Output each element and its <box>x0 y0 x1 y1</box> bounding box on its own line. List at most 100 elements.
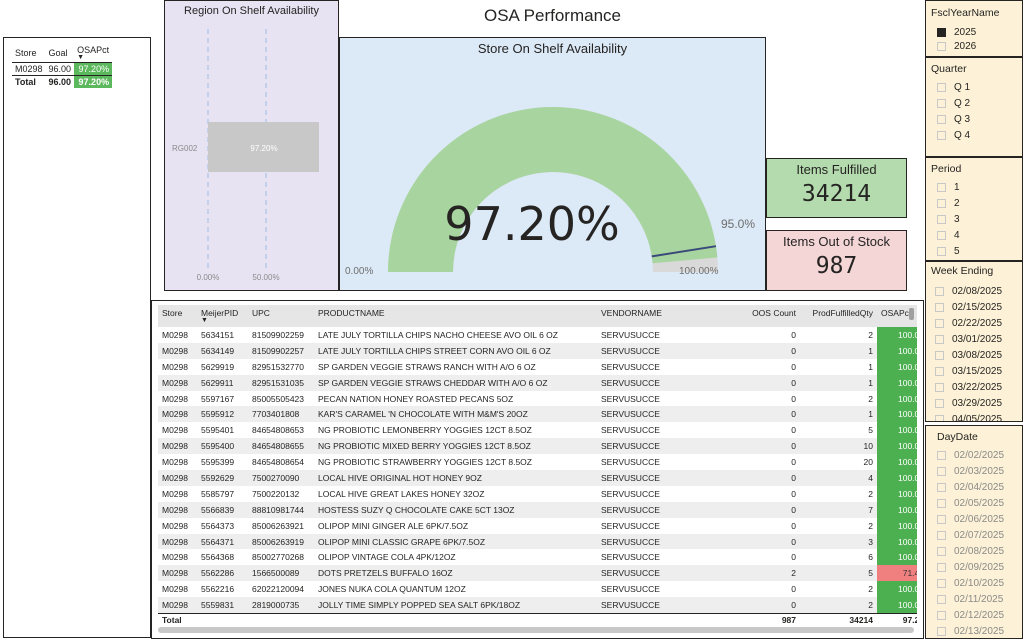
checkbox-icon[interactable] <box>935 302 944 312</box>
slicer-item[interactable]: 02/04/2025 <box>937 479 1004 495</box>
checkbox-icon[interactable] <box>937 230 946 240</box>
slicer-item-2026[interactable]: 2026 <box>937 38 976 54</box>
table-row[interactable]: M0298 5629911 82951531035 SP GARDEN VEGGIE … <box>158 374 917 391</box>
table-row[interactable]: M0298 5559831 2819000735 JOLLY TIME SIMPLY … <box>158 597 917 614</box>
checkbox-icon[interactable] <box>937 466 946 476</box>
slicer-item[interactable]: 02/08/2025 <box>937 543 1004 559</box>
slicer-item-2025[interactable]: 2025 <box>937 24 976 40</box>
vertical-scrollbar[interactable] <box>909 308 914 320</box>
slicer-item[interactable]: 02/03/2025 <box>937 463 1004 479</box>
table-row[interactable]: M0298 5597167 85005505423 PECAN NATION HONE… <box>158 390 917 407</box>
col-header-goal[interactable]: Goal <box>48 47 68 58</box>
table-row[interactable]: M0298 96.00 97.20% <box>12 62 113 75</box>
slicer-item[interactable]: Q 3 <box>937 111 970 127</box>
checkbox-icon[interactable] <box>935 398 944 408</box>
checkbox-icon[interactable] <box>937 246 946 256</box>
slicer-item[interactable]: 02/05/2025 <box>937 495 1004 511</box>
slicer-item[interactable]: Q 2 <box>937 95 970 111</box>
slicer-item[interactable]: 02/07/2025 <box>937 527 1004 543</box>
slicer-item[interactable]: 02/02/2025 <box>937 447 1004 463</box>
checkbox-icon[interactable] <box>937 182 946 192</box>
checkbox-icon[interactable] <box>935 318 944 328</box>
detail-table-viewport[interactable]: Store MeijerPID ▼ UPC PRODUCTNAME VENDORN… <box>158 305 917 633</box>
checkbox-icon[interactable] <box>937 578 946 588</box>
slicer-item[interactable]: 4 <box>937 227 960 243</box>
gauge-card[interactable]: Store On Shelf Availability 97.20% 0.00%… <box>339 37 766 291</box>
slicer-item[interactable]: 1 <box>937 179 960 195</box>
horizontal-scrollbar[interactable] <box>158 627 914 633</box>
checkbox-icon[interactable] <box>937 562 946 572</box>
checkbox-icon[interactable] <box>937 114 946 124</box>
table-row[interactable]: M0298 5595912 7703401808 KAR'S CARAMEL 'N C… <box>158 406 917 423</box>
col-header-prod-fulfilled-qty[interactable]: ProdFulfilledQty <box>800 305 877 327</box>
slicer-items[interactable]: 02/08/2025 02/15/2025 02/22/2025 03/01/2025… <box>935 283 1002 421</box>
checkbox-icon[interactable] <box>937 514 946 524</box>
table-row[interactable]: M0298 5629919 82951532770 SP GARDEN VEGGIE … <box>158 358 917 375</box>
slicer-item[interactable]: 02/13/2025 <box>937 623 1004 638</box>
col-header-osapct[interactable]: OSAPct ▼ <box>77 44 110 61</box>
table-row[interactable]: M0298 5595401 84654808653 NG PROBIOTIC LEMO… <box>158 422 917 439</box>
slicer-item[interactable]: 03/08/2025 <box>935 347 1002 363</box>
slicer-item[interactable]: 02/10/2025 <box>937 575 1004 591</box>
col-header-vendorname[interactable]: VENDORNAME <box>597 305 697 327</box>
col-header-upc[interactable]: UPC <box>248 305 314 327</box>
table-row[interactable]: M0298 5595399 84654808654 NG PROBIOTIC STRA… <box>158 454 917 471</box>
table-row[interactable]: M0298 5564371 85006263919 OLIPOP MINI CLASS… <box>158 533 917 550</box>
slicer-item[interactable]: 02/06/2025 <box>937 511 1004 527</box>
slicer-items[interactable]: 02/02/2025 02/03/2025 02/04/2025 02/05/2025… <box>937 447 1004 638</box>
table-row[interactable]: M0298 5585797 7500220132 LOCAL HIVE GREAT L… <box>158 485 917 502</box>
table-row[interactable]: M0298 5592629 7500270090 LOCAL HIVE ORIGINA… <box>158 470 917 486</box>
checkbox-icon[interactable] <box>937 594 946 604</box>
table-row[interactable]: M0298 5595400 84654808655 NG PROBIOTIC MIXE… <box>158 438 917 455</box>
col-header-store[interactable]: Store <box>158 305 197 327</box>
col-header-oos-count[interactable]: OOS Count <box>697 305 800 327</box>
checkbox-icon[interactable] <box>937 82 946 92</box>
checkbox-icon[interactable] <box>937 98 946 108</box>
checkbox-icon[interactable] <box>935 286 944 296</box>
slicer-item[interactable]: 02/09/2025 <box>937 559 1004 575</box>
table-row[interactable]: M0298 5562216 62022120094 JONES NUKA COLA Q… <box>158 581 917 598</box>
col-header-productname[interactable]: PRODUCTNAME <box>314 305 597 327</box>
slicer-item[interactable]: 02/11/2025 <box>937 591 1004 607</box>
slicer-item[interactable]: 02/12/2025 <box>937 607 1004 623</box>
checkbox-icon[interactable] <box>935 382 944 392</box>
slicer-item[interactable]: 02/22/2025 <box>935 315 1002 331</box>
checkbox-icon[interactable] <box>935 350 944 360</box>
slicer-item[interactable]: 03/29/2025 <box>935 395 1002 411</box>
region-box[interactable] <box>208 122 319 172</box>
slicer-item[interactable]: 02/15/2025 <box>935 299 1002 315</box>
col-header-meijerpid[interactable]: MeijerPID ▼ <box>197 305 248 327</box>
checkbox-icon[interactable] <box>937 214 946 224</box>
slicer-item[interactable]: 3 <box>937 211 960 227</box>
checkbox-checked-icon[interactable] <box>937 27 946 37</box>
checkbox-icon[interactable] <box>937 130 946 140</box>
slicer-item[interactable]: 02/08/2025 <box>935 283 1002 299</box>
checkbox-icon[interactable] <box>935 414 944 421</box>
slicer-item[interactable]: 03/15/2025 <box>935 363 1002 379</box>
table-row[interactable]: M0298 5634149 81509902257 LATE JULY TORTILL… <box>158 342 917 359</box>
checkbox-icon[interactable] <box>937 546 946 556</box>
table-row[interactable]: M0298 5566839 88810981744 HOSTESS SUZY Q CH… <box>158 501 917 518</box>
checkbox-icon[interactable] <box>937 41 946 51</box>
table-row[interactable]: M0298 5562286 1566500089 DOTS PRETZELS BUFF… <box>158 565 917 582</box>
slicer-item[interactable]: 03/01/2025 <box>935 331 1002 347</box>
table-row[interactable]: M0298 5564368 85002770268 OLIPOP VINTAGE CO… <box>158 549 917 566</box>
checkbox-icon[interactable] <box>937 610 946 620</box>
col-header-store[interactable]: Store <box>15 47 37 58</box>
slicer-item[interactable]: Q 1 <box>937 79 970 95</box>
checkbox-icon[interactable] <box>937 482 946 492</box>
checkbox-icon[interactable] <box>935 334 944 344</box>
checkbox-icon[interactable] <box>937 198 946 208</box>
col-header-osapct[interactable]: OSAPct <box>877 305 917 327</box>
slicer-item[interactable]: 2 <box>937 195 960 211</box>
slicer-item[interactable]: Q 4 <box>937 127 970 143</box>
table-row[interactable]: M0298 5564373 85006263921 OLIPOP MINI GINGE… <box>158 517 917 534</box>
slicer-item[interactable]: 5 <box>937 243 960 259</box>
checkbox-icon[interactable] <box>937 626 946 636</box>
region-chart-card[interactable]: Region On Shelf Availability 97.20% RG00… <box>164 0 339 291</box>
checkbox-icon[interactable] <box>935 366 944 376</box>
checkbox-icon[interactable] <box>937 498 946 508</box>
slicer-item[interactable]: 03/22/2025 <box>935 379 1002 395</box>
checkbox-icon[interactable] <box>937 530 946 540</box>
slicer-item[interactable]: 04/05/2025 <box>935 411 1002 421</box>
